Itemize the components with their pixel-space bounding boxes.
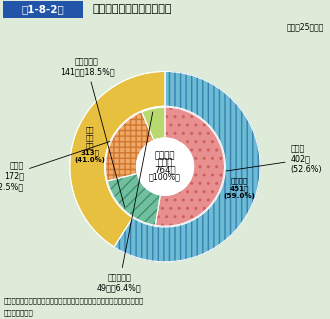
Wedge shape <box>70 71 165 247</box>
Text: 764件: 764件 <box>154 166 176 175</box>
Text: ガス事故: ガス事故 <box>155 152 175 160</box>
Text: 漏えい
402件
(52.6%): 漏えい 402件 (52.6%) <box>226 144 322 174</box>
Text: 総件数: 総件数 <box>157 159 173 167</box>
Wedge shape <box>142 107 165 140</box>
Text: 爆発・火災
49件（6.4%）: 爆発・火災 49件（6.4%） <box>97 112 153 293</box>
Text: （100%）: （100%） <box>149 173 181 182</box>
Wedge shape <box>107 174 160 225</box>
Wedge shape <box>106 112 154 181</box>
Wedge shape <box>114 71 260 262</box>
Text: （備考）　「都市ガス、液化石油ガス及び毒劇物等による事故状況」によ: （備考） 「都市ガス、液化石油ガス及び毒劇物等による事故状況」によ <box>3 298 144 304</box>
Text: 都市ガス
451件
(59.0%): 都市ガス 451件 (59.0%) <box>224 178 256 199</box>
Text: り作成: り作成 <box>3 310 33 316</box>
Text: （平成25年中）: （平成25年中） <box>286 22 324 31</box>
Text: 第1-8-2図: 第1-8-2図 <box>21 4 64 14</box>
FancyBboxPatch shape <box>3 1 82 18</box>
Text: 爆発・火災
141件（18.5%）: 爆発・火災 141件（18.5%） <box>60 57 125 207</box>
Wedge shape <box>155 107 224 226</box>
Text: 漏えい
172件
（22.5%）: 漏えい 172件 （22.5%） <box>0 141 110 191</box>
Text: 液化
石油
ガス
313件
(41.0%): 液化 石油 ガス 313件 (41.0%) <box>75 127 106 163</box>
Circle shape <box>136 138 194 195</box>
Text: ガス事故の態様別発生件数: ガス事故の態様別発生件数 <box>92 4 172 14</box>
